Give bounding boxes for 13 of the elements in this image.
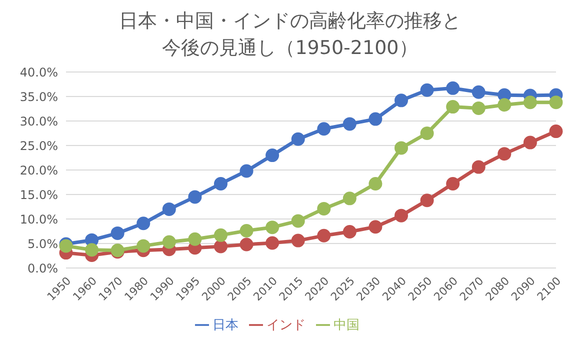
y-tick-label: 35.0% [20,90,58,104]
y-tick-label: 40.0% [20,65,58,80]
y-tick-label: 25.0% [20,138,58,153]
y-tick-label: 5.0% [28,236,58,251]
y-tick-label: 20.0% [20,163,58,178]
y-tick-label: 30.0% [20,114,58,128]
y-tick-label: 15.0% [20,188,58,202]
legend-label: 日本 [212,318,238,333]
chart-title: 日本・中国・インドの高齢化率の推移と今後の見通し（1950-2100） [118,9,462,61]
y-tick-label: 0.0% [28,261,58,276]
y-tick-label: 10.0% [20,212,58,226]
legend-label: インド [266,318,306,333]
legend-label: 中国 [334,318,360,333]
